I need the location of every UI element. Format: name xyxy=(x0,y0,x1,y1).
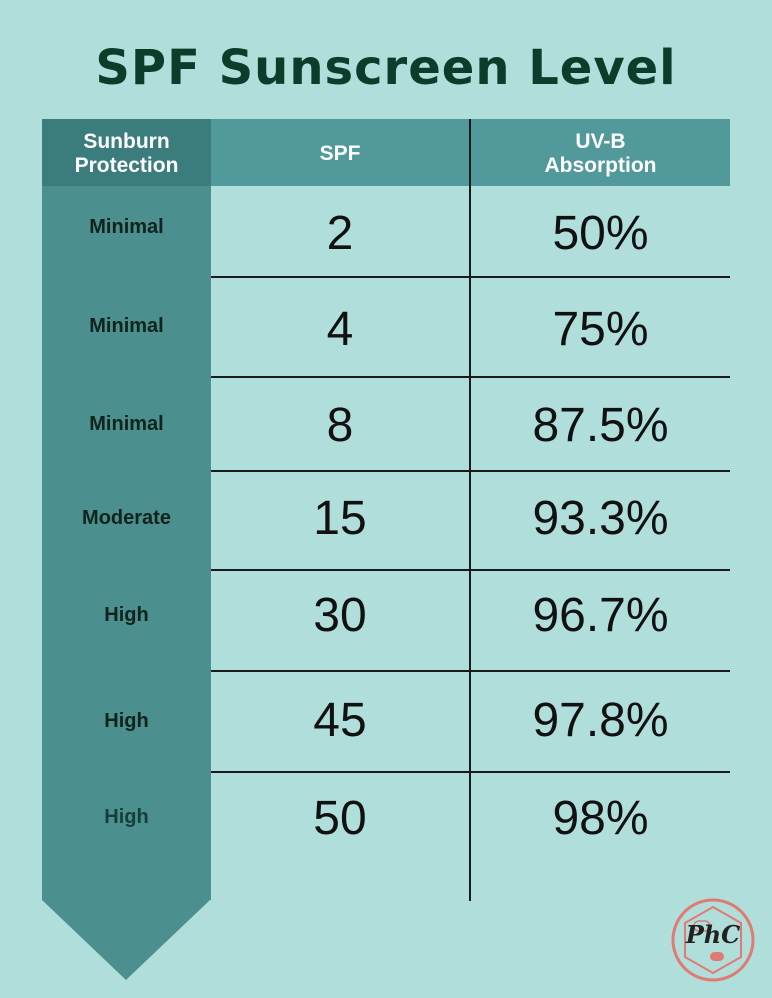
protection-cell: Moderate xyxy=(82,507,171,529)
uvb-cell: 87.5% xyxy=(532,399,669,452)
protection-header-line2: Protection xyxy=(74,154,179,177)
row-divider xyxy=(211,376,730,378)
uvb-header-line1: UV-B xyxy=(575,130,626,153)
uvb-cell: 96.7% xyxy=(532,589,669,642)
row-divider xyxy=(211,771,730,773)
uvb-header: UV-B Absorption xyxy=(471,130,730,178)
protection-cell: Minimal xyxy=(89,216,164,238)
spf-cell: 50 xyxy=(313,792,367,845)
spf-cell: 30 xyxy=(313,589,367,642)
spf-cell: 8 xyxy=(326,399,354,452)
protection-header: Sunburn Protection xyxy=(42,130,211,178)
protection-header-cell xyxy=(42,119,211,186)
spf-cell: 2 xyxy=(326,207,354,260)
row-divider xyxy=(211,670,730,672)
phc-logo xyxy=(671,898,755,982)
uvb-cell: 50% xyxy=(552,207,649,260)
page-title: SPF Sunscreen Level xyxy=(95,40,677,96)
row-divider xyxy=(211,569,730,571)
protection-cell: High xyxy=(104,604,149,626)
uvb-cell: 93.3% xyxy=(532,492,669,545)
spf-cell: 45 xyxy=(313,694,367,747)
protection-header-line1: Sunburn xyxy=(83,130,170,153)
arrow-down-icon xyxy=(42,900,210,980)
uvb-cell: 98% xyxy=(552,792,649,845)
spf-header: SPF xyxy=(319,142,361,165)
protection-cell: Minimal xyxy=(89,315,164,337)
protection-cell: High xyxy=(104,806,149,828)
protection-cell: Minimal xyxy=(89,413,164,435)
row-divider xyxy=(211,470,730,472)
row-divider xyxy=(211,276,730,278)
protection-cell: High xyxy=(104,710,149,732)
uvb-header-line2: Absorption xyxy=(544,154,657,177)
spf-cell: 4 xyxy=(326,303,354,356)
protection-column xyxy=(42,119,211,900)
uvb-cell: 97.8% xyxy=(532,694,669,747)
logo-text: PhC xyxy=(685,920,741,949)
column-divider xyxy=(469,119,471,901)
spf-cell: 15 xyxy=(313,492,367,545)
uvb-cell: 75% xyxy=(552,303,649,356)
